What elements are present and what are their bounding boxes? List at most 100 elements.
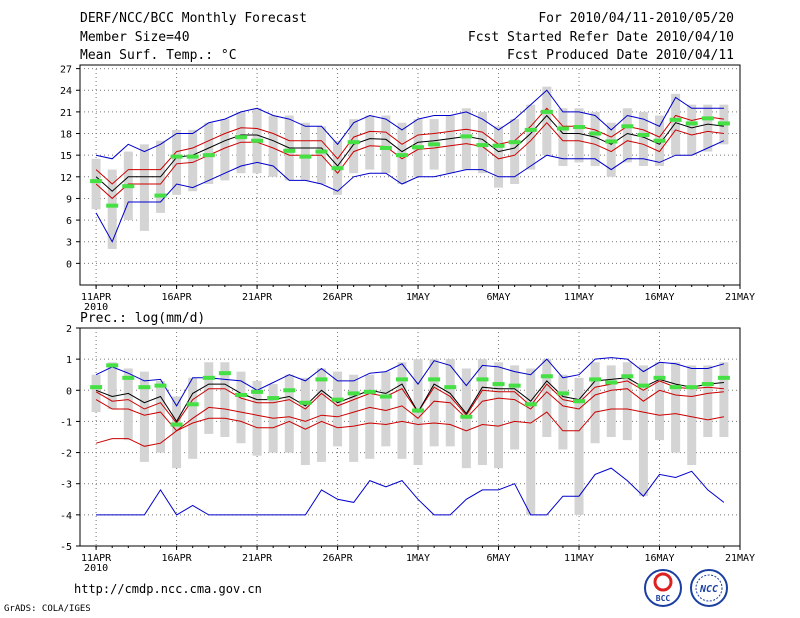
observed-marker bbox=[669, 117, 682, 122]
observed-marker bbox=[540, 374, 553, 379]
observed-marker bbox=[540, 109, 553, 114]
x-tick-label: 16APR bbox=[162, 292, 193, 303]
series-line-lower_percentile bbox=[95, 408, 724, 447]
ensemble-spread-box bbox=[542, 86, 552, 156]
observed-marker bbox=[218, 371, 231, 376]
ensemble-spread-box bbox=[526, 368, 536, 515]
x-tick-label: 21MAY bbox=[725, 553, 755, 564]
ensemble-spread-box bbox=[671, 93, 681, 156]
ensemble-spread-box bbox=[719, 362, 729, 437]
ensemble-spread-box bbox=[638, 111, 648, 166]
ensemble-spread-box bbox=[365, 115, 375, 170]
observed-marker bbox=[347, 391, 360, 396]
x-tick-label: 21MAY bbox=[725, 292, 755, 303]
y-tick-label: 0 bbox=[66, 259, 72, 270]
observed-marker bbox=[395, 153, 408, 158]
y-tick-label: 15 bbox=[60, 151, 72, 162]
ensemble-spread-box bbox=[622, 362, 632, 441]
ensemble-spread-box bbox=[445, 115, 455, 174]
observed-marker bbox=[653, 375, 666, 380]
chart-title: DERF/NCC/BCC Monthly Forecast bbox=[80, 11, 307, 26]
plot-frame bbox=[79, 64, 741, 286]
y-tick-label: 2 bbox=[66, 324, 72, 335]
observed-marker bbox=[492, 382, 505, 387]
observed-marker bbox=[460, 134, 473, 139]
ensemble-spread-box bbox=[510, 365, 520, 450]
x-year-label: 2010 bbox=[84, 563, 108, 574]
ensemble-spread-box bbox=[558, 108, 568, 166]
ensemble-spread-box bbox=[268, 115, 278, 177]
observed-marker bbox=[106, 363, 119, 368]
observed-marker bbox=[90, 385, 103, 390]
series-line-ensemble_upper bbox=[95, 107, 724, 185]
observed-marker bbox=[186, 154, 199, 159]
observed-marker bbox=[234, 135, 247, 140]
observed-marker bbox=[524, 402, 537, 407]
ensemble-spread-box bbox=[139, 371, 149, 462]
ensemble-spread-box bbox=[494, 126, 504, 188]
observed-marker bbox=[589, 377, 602, 382]
observed-marker bbox=[524, 127, 537, 132]
observed-marker bbox=[621, 124, 634, 129]
ensemble-spread-box bbox=[188, 129, 198, 192]
series-line-ensemble_lower bbox=[95, 121, 724, 200]
x-tick-label: 16MAY bbox=[644, 292, 674, 303]
y-tick-label: 18 bbox=[60, 130, 72, 141]
observed-marker bbox=[251, 138, 264, 143]
observed-marker bbox=[315, 377, 328, 382]
observed-marker bbox=[492, 143, 505, 148]
grads-credit: GrADS: COLA/IGES bbox=[4, 604, 91, 614]
ensemble-spread-box bbox=[558, 374, 568, 450]
ensemble-spread-box bbox=[510, 119, 520, 185]
observed-marker bbox=[476, 377, 489, 382]
y-tick-label: 1 bbox=[66, 355, 72, 366]
ensemble-spread-box bbox=[155, 380, 165, 453]
observed-marker bbox=[379, 394, 392, 399]
observed-marker bbox=[283, 148, 296, 153]
observed-marker bbox=[653, 138, 666, 143]
observed-marker bbox=[234, 392, 247, 397]
observed-marker bbox=[202, 153, 215, 158]
ensemble-spread-box bbox=[542, 359, 552, 437]
ensemble-spread-box bbox=[220, 119, 230, 181]
observed-marker bbox=[122, 184, 135, 189]
panel-precipitation: -5 -4 -3 -2 -1 0 1 2 11APR 16APR 21APR 26APR 1MAY 6MA… bbox=[60, 324, 755, 574]
observed-marker bbox=[299, 400, 312, 405]
ensemble-spread-box bbox=[703, 365, 713, 437]
y-tick-label: 27 bbox=[60, 65, 72, 76]
observed-marker bbox=[508, 383, 521, 388]
series-line-ensemble_mean bbox=[95, 377, 724, 423]
observed-marker bbox=[460, 414, 473, 419]
observed-marker bbox=[685, 385, 698, 390]
observed-marker bbox=[476, 143, 489, 148]
series-line-ensemble_mean bbox=[95, 114, 724, 192]
ensemble-spread-box bbox=[671, 362, 681, 453]
observed-marker bbox=[90, 179, 103, 184]
fcst-started-date: Fcst Started Refer Date 2010/04/10 bbox=[467, 30, 734, 45]
observed-marker bbox=[605, 380, 618, 385]
ensemble-spread-box bbox=[107, 362, 117, 409]
observed-marker bbox=[412, 408, 425, 413]
observed-marker bbox=[106, 203, 119, 208]
x-tick-label: 11APR bbox=[81, 553, 112, 564]
y-tick-label: -3 bbox=[60, 480, 72, 491]
observed-marker bbox=[428, 142, 441, 147]
observed-marker bbox=[154, 193, 167, 198]
observed-marker bbox=[717, 375, 730, 380]
ensemble-spread-box bbox=[220, 362, 230, 437]
ensemble-spread-box bbox=[494, 362, 504, 469]
x-tick-label: 1MAY bbox=[406, 292, 430, 303]
forecast-period: For 2010/04/11-2010/05/20 bbox=[538, 11, 734, 26]
x-tick-label: 21APR bbox=[242, 292, 273, 303]
ensemble-spread-box bbox=[139, 144, 149, 231]
ensemble-spread-box bbox=[123, 368, 133, 441]
ensemble-spread-box bbox=[687, 104, 697, 156]
ensemble-spread-box bbox=[349, 374, 359, 462]
ensemble-spread-box bbox=[606, 122, 616, 177]
ensemble-spread-box bbox=[590, 362, 600, 444]
ensemble-spread-box bbox=[606, 365, 616, 437]
ensemble-spread-box bbox=[477, 359, 487, 466]
source-url[interactable]: http://cmdp.ncc.cma.gov.cn bbox=[74, 582, 262, 596]
observed-marker bbox=[138, 385, 151, 390]
